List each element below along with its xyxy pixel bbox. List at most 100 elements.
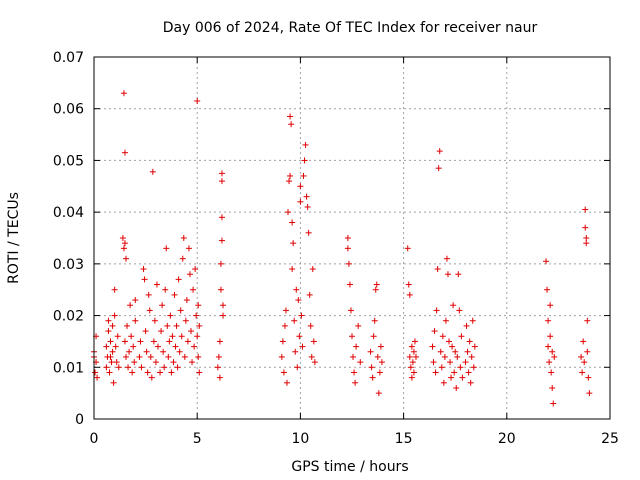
grid-lines <box>94 57 610 419</box>
data-point <box>305 229 312 236</box>
data-point <box>129 369 136 376</box>
data-point <box>217 260 224 267</box>
data-point <box>218 178 225 185</box>
data-point <box>458 333 465 340</box>
data-point <box>292 348 299 355</box>
data-point <box>290 240 297 247</box>
data-point <box>194 333 201 340</box>
data-point <box>111 312 118 319</box>
data-point <box>344 235 351 241</box>
data-point <box>441 353 448 360</box>
data-point <box>287 113 294 120</box>
data-point <box>447 359 454 366</box>
data-point <box>436 148 443 155</box>
data-point <box>177 307 184 314</box>
data-point <box>350 353 357 360</box>
data-point <box>437 348 444 355</box>
data-point <box>176 348 183 355</box>
data-point <box>408 343 415 350</box>
data-point <box>586 390 593 397</box>
data-point <box>455 271 462 278</box>
data-point <box>551 353 558 360</box>
data-point <box>545 317 552 324</box>
data-point <box>121 338 128 345</box>
data-point <box>165 353 172 360</box>
data-point <box>372 286 379 293</box>
data-point <box>152 359 159 366</box>
data-point <box>406 291 413 298</box>
data-point <box>584 317 591 324</box>
data-point <box>582 224 589 231</box>
data-point <box>181 353 188 360</box>
data-point <box>296 333 303 340</box>
data-point <box>406 353 413 360</box>
data-point <box>288 121 295 128</box>
data-point <box>550 400 557 407</box>
data-point <box>349 333 355 340</box>
data-point <box>107 338 114 345</box>
data-point <box>369 374 376 381</box>
data-point <box>147 353 154 360</box>
data-point <box>353 343 360 350</box>
data-point <box>374 353 381 360</box>
chart-title: Day 006 of 2024, Rate Of TEC Index for r… <box>163 20 538 36</box>
y-tick-label: 0.07 <box>53 50 84 66</box>
data-point <box>368 364 375 371</box>
data-point <box>547 333 554 340</box>
data-point <box>297 183 304 190</box>
y-tick-label: 0.03 <box>53 257 84 273</box>
data-point <box>467 379 474 386</box>
data-point <box>310 338 317 345</box>
data-point <box>346 281 353 288</box>
data-point <box>196 322 203 329</box>
y-tick-label: 0.01 <box>53 360 84 376</box>
data-point <box>286 178 293 185</box>
data-point <box>430 359 437 366</box>
data-point <box>297 198 304 205</box>
data-point <box>544 286 551 293</box>
data-point <box>585 374 592 381</box>
data-point <box>109 348 116 355</box>
data-point <box>543 258 550 265</box>
data-point <box>580 338 587 345</box>
data-point <box>302 141 309 148</box>
data-point <box>280 369 287 376</box>
x-tick-label: 20 <box>498 431 516 447</box>
data-point <box>149 168 156 175</box>
data-point <box>408 374 415 381</box>
data-point <box>459 374 466 381</box>
data-point <box>174 364 181 371</box>
data-point <box>582 206 589 213</box>
data-point <box>442 317 449 324</box>
data-point <box>119 235 126 241</box>
data-point <box>191 343 198 350</box>
data-point <box>454 353 461 360</box>
data-point <box>216 374 223 381</box>
data-point <box>218 237 225 244</box>
data-point <box>301 157 308 164</box>
data-point <box>136 353 143 360</box>
data-point <box>435 165 442 172</box>
data-point <box>185 245 192 252</box>
data-point <box>111 286 118 293</box>
data-point <box>443 255 450 262</box>
y-tick-label: 0.04 <box>53 205 84 221</box>
data-point <box>291 317 298 324</box>
data-point <box>215 353 222 360</box>
data-point <box>283 379 290 386</box>
data-point <box>548 369 555 376</box>
data-point <box>432 369 439 376</box>
x-tick-label: 25 <box>601 431 619 447</box>
data-point <box>438 364 445 371</box>
data-point <box>125 364 132 371</box>
data-point <box>127 302 134 309</box>
data-point <box>137 338 144 345</box>
data-point <box>124 322 131 329</box>
data-point <box>148 374 155 381</box>
x-axis-label: GPS time / hours <box>291 459 408 475</box>
data-point <box>439 333 446 340</box>
data-point <box>126 348 133 355</box>
data-point <box>150 338 157 345</box>
data-point <box>94 374 101 381</box>
